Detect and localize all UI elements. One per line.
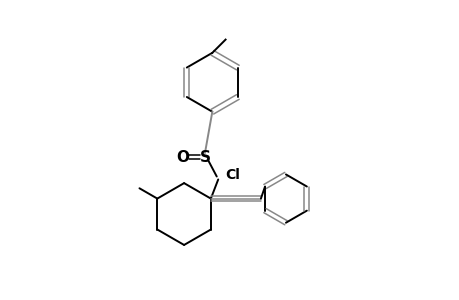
Text: O: O xyxy=(176,150,189,165)
Text: Cl: Cl xyxy=(225,168,240,182)
Text: S: S xyxy=(199,150,210,165)
